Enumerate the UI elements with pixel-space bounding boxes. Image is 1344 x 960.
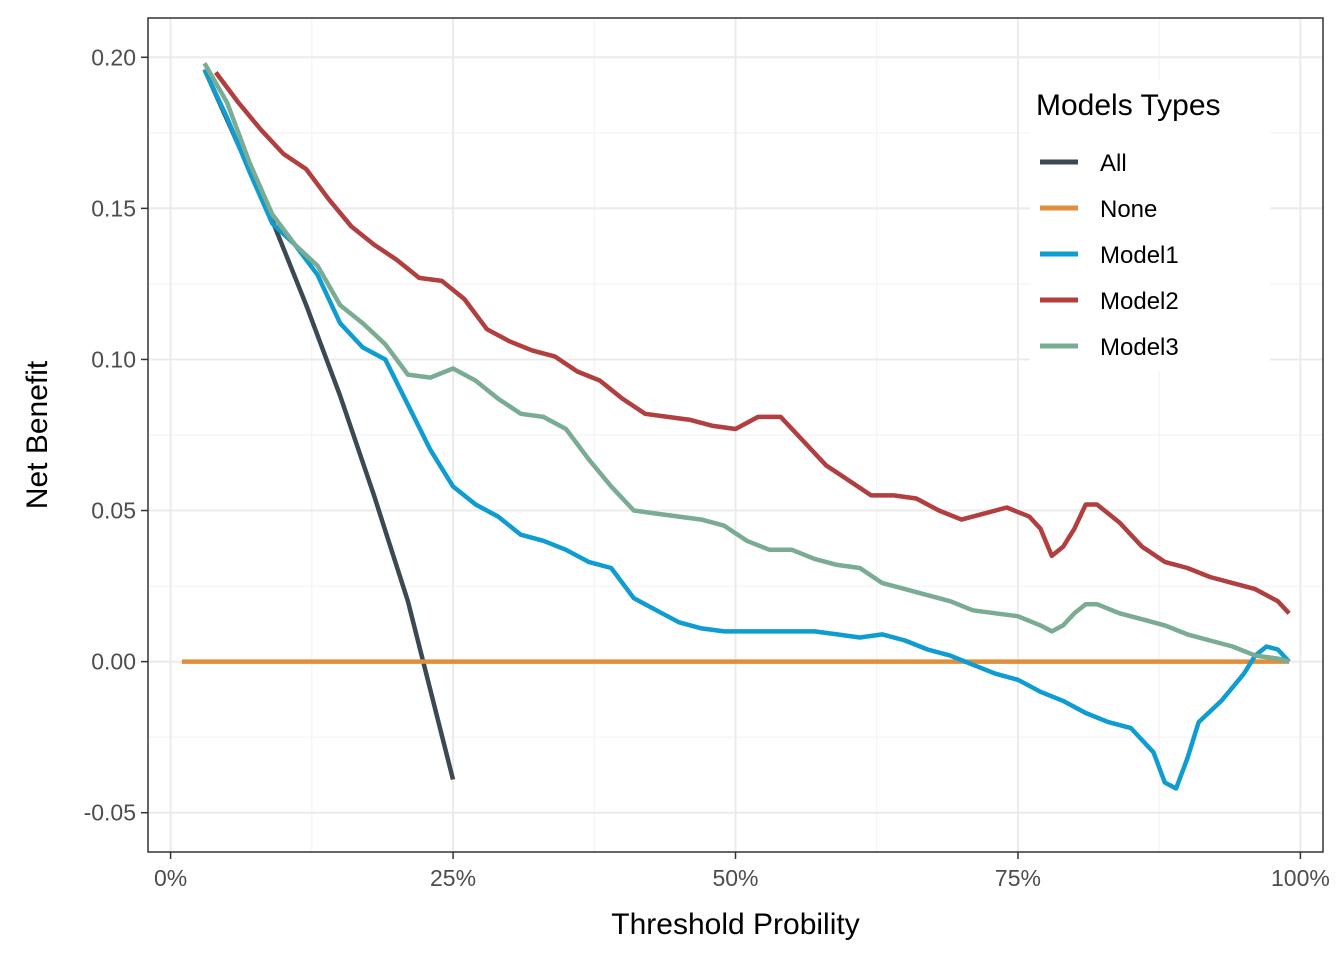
y-tick-label: 0.20 (91, 44, 136, 70)
x-axis-title: Threshold Probility (611, 908, 859, 941)
x-tick-label: 75% (995, 865, 1041, 891)
series-line-model1 (202, 68, 1291, 791)
x-tick-label: 0% (154, 865, 187, 891)
legend-label-model1: Model1 (1100, 242, 1179, 269)
series-line-model3 (202, 62, 1290, 664)
x-tick-label: 25% (430, 865, 476, 891)
legend-label-none: None (1100, 196, 1157, 223)
legend: Models Types All None Model1 Model2 Model3 (1030, 80, 1270, 370)
legend-label-model3: Model3 (1100, 334, 1179, 361)
y-tick-label: 0.00 (91, 649, 136, 675)
series-line-model2 (213, 71, 1291, 615)
y-tick-label: -0.05 (84, 800, 136, 826)
legend-label-all: All (1100, 150, 1127, 177)
y-tick-label: 0.10 (91, 346, 136, 372)
legend-background (1030, 80, 1270, 370)
series-lines (181, 62, 1291, 791)
legend-label-model2: Model2 (1100, 288, 1179, 315)
axes: 0% 25% 50% 75% 100% -0.05 0.00 0.05 0.10 0.15 0.20 (84, 44, 1330, 891)
y-tick-label: 0.15 (91, 195, 136, 221)
y-axis-title: Net Benefit (21, 360, 54, 509)
x-tick-label: 100% (1271, 865, 1330, 891)
legend-title: Models Types (1036, 89, 1221, 122)
x-tick-label: 50% (712, 865, 758, 891)
y-tick-label: 0.05 (91, 498, 136, 524)
